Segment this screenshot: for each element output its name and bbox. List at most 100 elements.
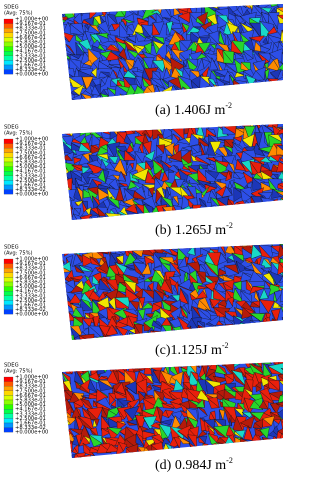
mesh-element bbox=[254, 441, 266, 452]
mesh-element bbox=[232, 362, 244, 369]
mesh-element bbox=[62, 84, 68, 100]
mesh-element bbox=[62, 84, 68, 100]
mesh-element bbox=[80, 395, 91, 399]
legend-label: +4.167e-01 bbox=[15, 289, 46, 295]
legend-swatch bbox=[3, 386, 14, 391]
mesh-element bbox=[152, 369, 161, 384]
mesh-element bbox=[269, 454, 283, 458]
mesh-element bbox=[98, 362, 109, 367]
mesh-element bbox=[90, 145, 101, 155]
mesh-element bbox=[187, 4, 203, 8]
mesh-element bbox=[73, 244, 86, 247]
mesh-element bbox=[101, 407, 108, 418]
mesh-element bbox=[196, 58, 205, 73]
mesh-element bbox=[242, 83, 253, 97]
mesh-element bbox=[118, 244, 126, 246]
mesh-element bbox=[98, 4, 111, 6]
mesh-element bbox=[79, 298, 93, 311]
mesh-element bbox=[62, 124, 69, 125]
mesh-element bbox=[98, 215, 111, 220]
mesh-element bbox=[161, 390, 175, 401]
mesh-element bbox=[62, 244, 63, 251]
legend-swatch bbox=[3, 171, 14, 176]
mesh-element bbox=[184, 446, 194, 458]
mesh-element bbox=[152, 40, 160, 55]
mesh-element bbox=[52, 409, 61, 420]
mesh-element bbox=[123, 39, 138, 52]
mesh-element bbox=[108, 453, 119, 458]
mesh-element bbox=[111, 454, 123, 458]
mesh-element bbox=[206, 328, 220, 340]
mesh-element bbox=[273, 219, 283, 220]
mesh-element bbox=[167, 295, 179, 303]
mesh-element bbox=[168, 244, 185, 247]
mesh-element bbox=[72, 252, 82, 267]
legend-label: +1.000e+00 bbox=[15, 137, 48, 143]
mesh-element bbox=[98, 244, 113, 251]
mesh-element bbox=[258, 4, 274, 5]
mesh-element bbox=[62, 210, 65, 220]
mesh-element bbox=[258, 443, 275, 454]
mesh-element bbox=[126, 36, 136, 43]
mesh-element bbox=[249, 270, 265, 282]
mesh-element bbox=[252, 173, 264, 180]
legend-title: SDEG bbox=[4, 5, 19, 11]
mesh-element bbox=[141, 289, 157, 303]
mesh-element bbox=[163, 244, 172, 246]
mesh-element bbox=[236, 261, 241, 274]
mesh-element bbox=[276, 161, 283, 173]
mesh-element bbox=[62, 288, 67, 299]
mesh-element bbox=[86, 457, 103, 458]
legend-subtitle: (Avg: 75%) bbox=[4, 369, 33, 375]
legend-label: +8.333e-01 bbox=[15, 26, 46, 32]
mesh-element bbox=[281, 316, 283, 332]
mesh-element bbox=[91, 4, 100, 8]
mesh-element bbox=[218, 268, 229, 277]
mesh-element bbox=[62, 200, 67, 209]
legend-title: SDEG bbox=[4, 363, 19, 369]
mesh-element bbox=[62, 62, 63, 73]
legend-label: +1.667e-01 bbox=[15, 63, 46, 69]
mesh-element bbox=[277, 14, 283, 24]
mesh-element bbox=[258, 443, 271, 454]
legend-swatch bbox=[3, 409, 14, 414]
mesh-element bbox=[188, 399, 203, 410]
legend-subtitle: (Avg: 75%) bbox=[4, 251, 33, 257]
mesh-element bbox=[272, 125, 283, 138]
mesh-element bbox=[235, 159, 247, 171]
mesh-element bbox=[261, 274, 275, 287]
mesh-element bbox=[66, 217, 72, 220]
mesh-element bbox=[62, 457, 75, 458]
legend-label: +9.167e-01 bbox=[15, 21, 46, 27]
mesh-element bbox=[253, 326, 263, 340]
mesh-element bbox=[97, 43, 107, 52]
mesh-element bbox=[150, 77, 166, 89]
mesh-element bbox=[88, 244, 102, 250]
mesh-element bbox=[124, 59, 134, 71]
mesh-element bbox=[118, 244, 124, 248]
mesh-element bbox=[225, 162, 236, 175]
mesh-element bbox=[187, 4, 203, 8]
mesh-element bbox=[213, 426, 228, 439]
mesh-element bbox=[132, 261, 145, 278]
mesh-element bbox=[249, 301, 261, 308]
mesh-element bbox=[147, 188, 153, 197]
mesh-element bbox=[74, 124, 85, 130]
mesh-element bbox=[277, 206, 283, 218]
mesh-element bbox=[62, 309, 64, 321]
mesh-element bbox=[133, 95, 143, 100]
mesh-element bbox=[92, 418, 98, 428]
mesh-element bbox=[239, 214, 253, 220]
mesh-element bbox=[165, 154, 172, 164]
legend-label: +5.000e-01 bbox=[15, 44, 46, 50]
mesh-element bbox=[91, 362, 98, 369]
mesh-element bbox=[84, 124, 95, 129]
mesh-element bbox=[62, 79, 68, 90]
mesh-element bbox=[231, 447, 248, 457]
mesh-element bbox=[209, 298, 214, 309]
mesh-element bbox=[96, 291, 106, 302]
mesh-element bbox=[196, 307, 212, 321]
legend-label: +6.667e-01 bbox=[15, 393, 46, 399]
legend-label: +1.000e+00 bbox=[15, 375, 48, 381]
legend-label: +4.167e-01 bbox=[15, 49, 46, 55]
